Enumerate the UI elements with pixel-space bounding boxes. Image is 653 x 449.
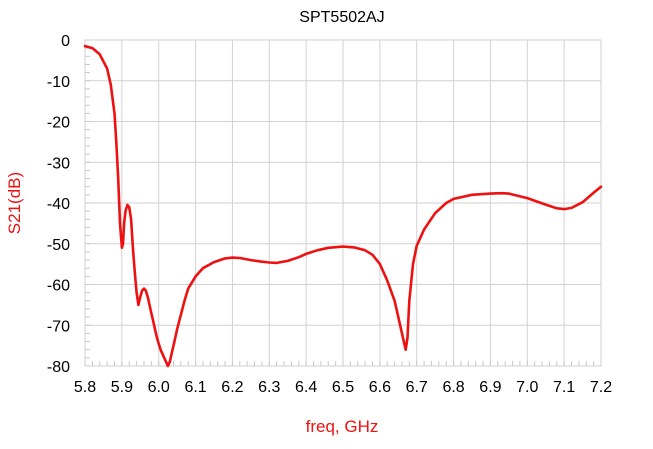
y-tick-label: -80 <box>47 359 70 376</box>
y-tick-label: -30 <box>47 155 70 172</box>
x-axis-title: freq, GHz <box>306 417 379 436</box>
series-layer <box>83 44 603 368</box>
x-tick-label: 6.1 <box>184 379 206 396</box>
x-tick-label: 7.2 <box>590 379 612 396</box>
tick-labels: 5.8 5.9 6.0 6.1 6.2 6.3 6.4 6.5 6.6 6.7 6.8 6.9 7.0 7… <box>47 33 612 396</box>
chart-title: SPT5502AJ <box>299 9 384 26</box>
x-tick-label: 6.9 <box>479 379 501 396</box>
y-tick-label: -20 <box>47 115 70 132</box>
x-tick-label: 6.2 <box>221 379 243 396</box>
y-tick-label: -70 <box>47 318 70 335</box>
x-tick-label: 6.3 <box>258 379 280 396</box>
grid-lines <box>84 39 602 367</box>
x-tick-label: 6.4 <box>295 379 317 396</box>
x-tick-label: 5.9 <box>111 379 133 396</box>
x-tick-label: 7.0 <box>516 379 538 396</box>
y-tick-label: -40 <box>47 196 70 213</box>
x-tick-label: 6.8 <box>442 379 464 396</box>
y-tick-label: -10 <box>47 74 70 91</box>
x-tick-label: 5.8 <box>74 379 96 396</box>
y-tick-label: -60 <box>47 278 70 295</box>
x-tick-label: 6.7 <box>406 379 428 396</box>
x-tick-label: 6.6 <box>369 379 391 396</box>
x-tick-label: 6.0 <box>148 379 170 396</box>
x-tick-label: 6.5 <box>332 379 354 396</box>
x-tick-label: 7.1 <box>553 379 575 396</box>
s21-series-line <box>83 44 603 368</box>
y-tick-label: 0 <box>61 33 70 50</box>
y-axis-title: S21(dB) <box>5 172 24 234</box>
y-tick-label: -50 <box>47 237 70 254</box>
